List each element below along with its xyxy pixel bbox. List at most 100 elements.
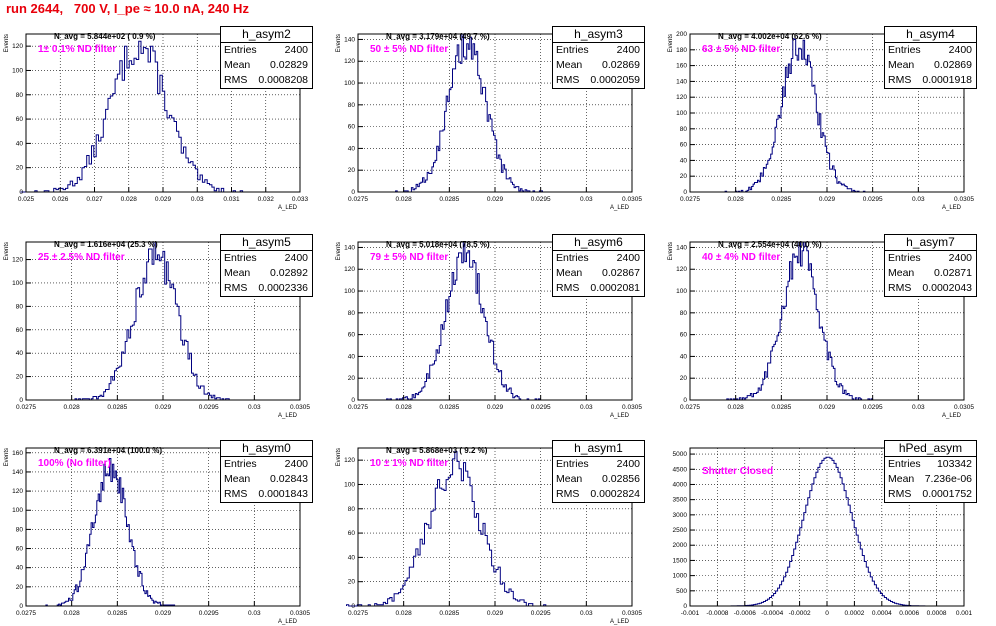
- stats-row-entries: Entries 2400: [885, 251, 976, 266]
- y-tick-label: 80: [16, 92, 24, 99]
- y-tick-label: 20: [680, 375, 688, 382]
- y-tick-label: 1500: [673, 557, 688, 564]
- x-axis-title: A_LED: [278, 413, 298, 419]
- y-axis-title: Events: [668, 242, 674, 260]
- stats-value: 0.0002059: [590, 74, 640, 86]
- y-tick-label: 120: [344, 58, 355, 65]
- stats-value: 0.0002081: [590, 282, 640, 294]
- y-axis-title: Events: [4, 34, 10, 52]
- y-tick-label: 80: [348, 102, 356, 109]
- y-tick-label: 180: [676, 47, 687, 54]
- stats-row-rms: RMS 0.0002336: [221, 281, 312, 296]
- x-tick-label: 0.032: [258, 196, 275, 203]
- x-tick-label: 0.0275: [348, 196, 368, 203]
- stats-value: 0.0002336: [258, 282, 308, 294]
- y-tick-label: 140: [676, 244, 687, 251]
- x-tick-label: 0.0295: [199, 404, 219, 411]
- y-tick-label: 120: [12, 488, 23, 495]
- stats-row-rms: RMS 0.0002081: [553, 281, 644, 296]
- x-tick-label: 0.0285: [771, 404, 791, 411]
- stats-value: 0.0008208: [258, 74, 308, 86]
- y-tick-label: 0: [351, 189, 355, 196]
- y-tick-label: 120: [676, 266, 687, 273]
- stats-value: 0.0001752: [922, 488, 972, 500]
- stats-row-rms: RMS 0.0001752: [885, 487, 976, 502]
- y-tick-label: 0: [19, 189, 23, 196]
- filter-label: 50 ± 5% ND filter: [370, 44, 449, 55]
- stats-label: Entries: [888, 252, 921, 264]
- histogram-name: hPed_asym: [885, 441, 976, 457]
- y-tick-label: 60: [348, 332, 356, 339]
- stats-label: Mean: [888, 267, 915, 279]
- filter-label: 40 ± 4% ND filter: [702, 252, 781, 263]
- stats-value: 2400: [616, 44, 640, 56]
- stats-label: Mean: [556, 473, 583, 485]
- stats-value: 103342: [936, 458, 972, 470]
- stats-row-rms: RMS 0.0001918: [885, 73, 976, 88]
- navg-label: N_avg = 5.868e+03 ( 9.2 %): [386, 446, 488, 455]
- x-tick-label: 0.0295: [863, 404, 883, 411]
- y-tick-label: 20: [16, 374, 24, 381]
- stats-row-mean: Mean 0.02867: [553, 266, 644, 281]
- y-tick-label: 100: [344, 80, 355, 87]
- x-axis-title: A_LED: [610, 619, 630, 625]
- y-tick-label: 60: [16, 116, 24, 123]
- histogram-pad-h_asym0: 0.0275 0.028 0.0285 0.029 0.0295 0.03 0.0305 0 2…: [0, 428, 320, 626]
- y-tick-label: 3500: [673, 497, 688, 504]
- y-tick-label: 20: [680, 173, 688, 180]
- stats-label: Entries: [224, 252, 257, 264]
- stats-row-mean: Mean 0.02829: [221, 58, 312, 73]
- x-tick-label: 0.0295: [199, 610, 219, 617]
- stats-value: 0.0002824: [590, 488, 640, 500]
- stats-label: Mean: [224, 59, 251, 71]
- stats-value: 0.0001918: [922, 74, 972, 86]
- x-tick-label: 0.028: [121, 196, 138, 203]
- stats-value: 0.02871: [934, 267, 972, 279]
- histogram-name: h_asym5: [221, 235, 312, 251]
- x-tick-label: 0.0305: [290, 610, 310, 617]
- stats-value: 0.0002043: [922, 282, 972, 294]
- x-tick-label: 0.0305: [290, 404, 310, 411]
- x-tick-label: 0.0004: [872, 610, 892, 617]
- y-tick-label: 20: [348, 579, 356, 586]
- navg-label: N_avg = 3.179e+04 (49.7 %): [386, 32, 490, 41]
- x-tick-label: 0.0275: [680, 196, 700, 203]
- x-tick-label: -0.0008: [706, 610, 728, 617]
- x-tick-label: 0: [825, 610, 829, 617]
- stats-box: h_asym7 Entries 2400 Mean 0.02871 RMS 0.000204…: [884, 234, 977, 297]
- stats-row-rms: RMS 0.0002043: [885, 281, 976, 296]
- histogram-plot-h_asym4: 0.0275 0.028 0.0285 0.029 0.0295 0.03 0.0305 0 2…: [668, 31, 974, 211]
- stats-label: Mean: [224, 473, 251, 485]
- stats-value: 7.236e-06: [924, 473, 972, 485]
- histogram-line: [722, 241, 879, 401]
- stats-box: h_asym5 Entries 2400 Mean 0.02892 RMS 0.000233…: [220, 234, 313, 297]
- x-tick-label: 0.026: [52, 196, 69, 203]
- stats-row-rms: RMS 0.0002824: [553, 487, 644, 502]
- y-tick-label: 120: [344, 266, 355, 273]
- stats-row-mean: Mean 0.02892: [221, 266, 312, 281]
- stats-row-mean: Mean 0.02871: [885, 266, 976, 281]
- y-tick-label: 100: [12, 507, 23, 514]
- y-tick-label: 2500: [673, 527, 688, 534]
- y-axis-title: Events: [336, 448, 342, 466]
- y-tick-label: 80: [348, 310, 356, 317]
- stats-box: h_asym0 Entries 2400 Mean 0.02843 RMS 0.000184…: [220, 440, 313, 503]
- x-tick-label: 0.0305: [954, 196, 974, 203]
- x-tick-label: 0.029: [487, 196, 504, 203]
- navg-label: N_avg = 2.554e+04 (40.0 %): [718, 240, 822, 249]
- y-tick-label: 1000: [673, 573, 688, 580]
- y-tick-label: 0: [19, 603, 23, 610]
- y-axis-title: Events: [4, 242, 10, 260]
- stats-label: RMS: [224, 488, 248, 500]
- x-tick-label: 0.0305: [622, 610, 642, 617]
- y-tick-label: 40: [16, 140, 24, 147]
- x-tick-label: 0.03: [580, 196, 593, 203]
- histogram-name: h_asym4: [885, 27, 976, 43]
- stats-box: h_asym2 Entries 2400 Mean 0.02829 RMS 0.000820…: [220, 26, 313, 89]
- x-axis-title: A_LED: [942, 413, 962, 419]
- x-tick-label: 0.0295: [863, 196, 883, 203]
- y-tick-label: 120: [676, 94, 687, 101]
- stats-value: 0.02869: [602, 59, 640, 71]
- histogram-plot-h_asym6: 0.0275 0.028 0.0285 0.029 0.0295 0.03 0.0305 0 2…: [336, 241, 642, 419]
- filter-label: Shutter Closed: [702, 466, 774, 477]
